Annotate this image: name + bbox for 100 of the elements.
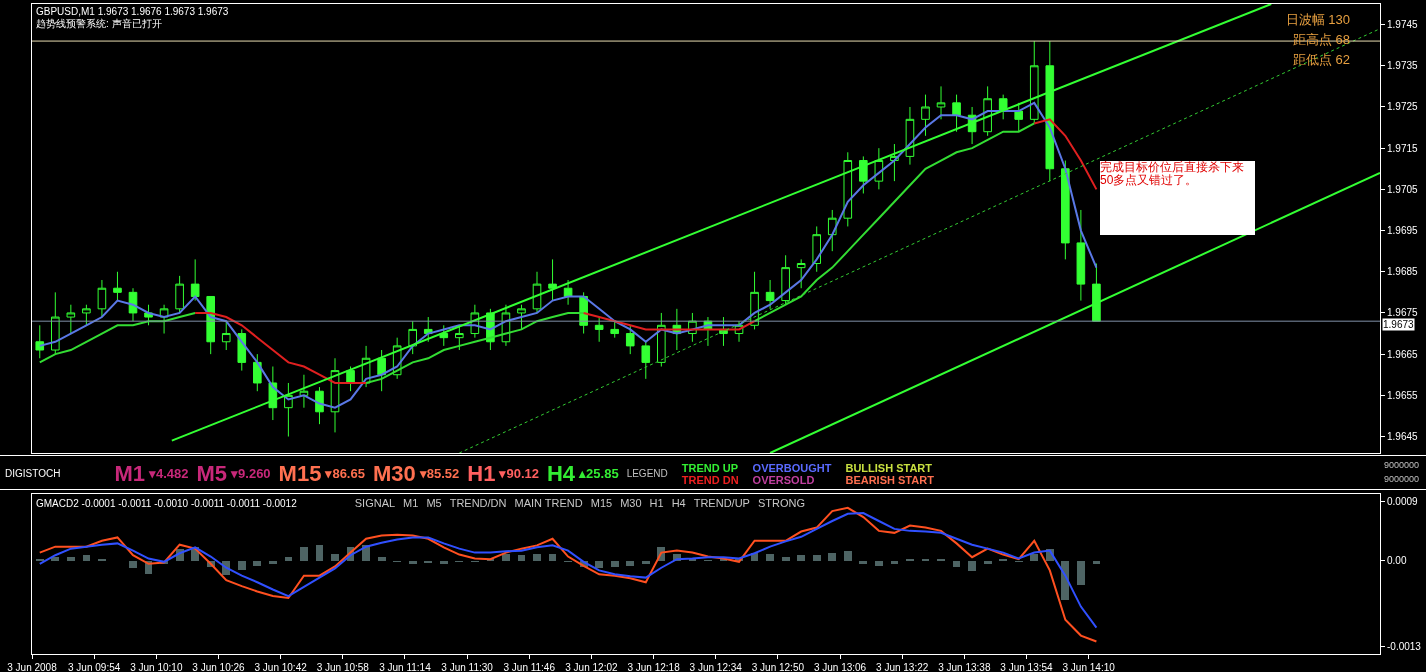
bar <box>968 560 976 572</box>
candlestick <box>128 287 138 322</box>
bar <box>502 553 510 561</box>
text: M1 <box>114 460 145 487</box>
x-tick-label: 3 Jun 10:26 <box>192 662 246 672</box>
candlestick <box>1014 102 1024 133</box>
candlestick <box>641 341 651 380</box>
text: ▾85.52 <box>419 466 460 481</box>
bar <box>610 560 619 568</box>
text: M5 <box>196 460 228 487</box>
bar <box>797 555 806 561</box>
text: ▾4.482 <box>148 466 189 481</box>
candlestick <box>1076 209 1086 302</box>
y-tick-label: 0.00 <box>1387 555 1407 566</box>
bar <box>812 554 821 561</box>
candlestick <box>625 324 635 355</box>
candlestick <box>299 374 309 409</box>
bar <box>859 560 868 564</box>
x-tick-label: 3 Jun 12:02 <box>565 662 618 672</box>
bar <box>268 560 277 564</box>
text: 9000000 <box>1384 459 1420 472</box>
x-tick-label: 3 Jun 14:10 <box>1062 662 1116 672</box>
y-tick-label: 1.9745 <box>1387 19 1419 31</box>
chart-title: GBPUSD,M1 1.9673 1.9676 1.9673 1.9673 <box>36 6 229 18</box>
candlestick <box>190 258 200 302</box>
text: TREND DN <box>681 473 739 486</box>
annotation: 日波幅 130 <box>1285 11 1350 29</box>
candlestick <box>97 279 107 318</box>
annotation: 距高点 68 <box>1291 31 1350 49</box>
candlestick <box>610 320 620 339</box>
candlestick <box>1061 160 1070 260</box>
candlestick <box>1029 40 1039 124</box>
candlestick <box>796 258 806 289</box>
text: TREND UP <box>681 461 739 474</box>
candlestick <box>1092 263 1101 322</box>
candlestick <box>594 316 604 343</box>
x-tick-label: 3 Jun 11:46 <box>503 662 556 672</box>
text: M15 <box>278 460 322 487</box>
bar <box>641 560 650 564</box>
candlestick <box>315 386 324 425</box>
candlestick <box>827 209 837 252</box>
bar <box>51 557 60 561</box>
x-tick-label: 3 Jun 11:14 <box>379 662 432 672</box>
x-tick-label: 3 Jun 13:54 <box>1000 662 1054 672</box>
y-tick-label: 1.9655 <box>1387 389 1419 401</box>
bar <box>626 560 635 566</box>
bar <box>548 553 557 561</box>
bar <box>237 560 246 571</box>
candlestick <box>765 279 775 310</box>
y-tick-label: -0.0013 <box>1387 640 1422 652</box>
candlestick <box>66 304 76 335</box>
annotation: TREND/DN <box>449 497 507 509</box>
bar <box>300 547 308 561</box>
candlestick <box>1045 40 1055 182</box>
y-tick-label: 0.0009 <box>1387 495 1419 507</box>
x-tick-label: 3 Jun 10:42 <box>254 662 308 672</box>
text: H4 <box>546 460 576 487</box>
text: ▾90.12 <box>499 466 539 481</box>
bar <box>129 560 137 569</box>
x-tick-label: 3 Jun 09:54 <box>68 662 121 672</box>
bar <box>66 556 75 561</box>
x-tick-label: 3 Jun 10:58 <box>316 662 370 672</box>
annotation: H1 <box>649 497 664 509</box>
annotation: M15 <box>590 497 613 509</box>
candlestick <box>455 324 464 351</box>
annotation: M5 <box>426 497 442 509</box>
bar <box>533 553 541 561</box>
candlestick <box>548 258 557 302</box>
text: 9000000 <box>1384 473 1420 486</box>
y-tick-label: 1.9645 <box>1387 431 1419 443</box>
bar <box>1061 560 1070 601</box>
y-tick-label: 1.9735 <box>1387 60 1419 72</box>
bar <box>983 560 992 564</box>
annotation: M30 <box>620 497 642 509</box>
bar <box>1030 553 1039 561</box>
bar <box>331 553 339 561</box>
y-tick-label: 1.9675 <box>1387 307 1419 319</box>
candlestick <box>859 155 868 194</box>
candlestick <box>377 349 386 392</box>
line-series <box>38 101 1098 409</box>
candlestick <box>175 275 184 314</box>
text: M30 <box>372 460 416 487</box>
candlestick <box>268 366 278 421</box>
bar <box>439 560 448 564</box>
x-tick-label: 3 Jun 12:34 <box>689 662 743 672</box>
y-tick-label: 1.9725 <box>1387 101 1419 113</box>
annotation: M1 <box>403 497 419 509</box>
annotation: SIGNAL <box>354 497 396 509</box>
text: ▾9.260 <box>231 466 271 481</box>
text: DIGISTOCH <box>5 468 61 479</box>
x-tick-label: 3 Jun 10:10 <box>130 662 183 672</box>
candlestick <box>221 320 231 351</box>
candlestick <box>936 85 946 120</box>
x-tick-label: 3 Jun 12:18 <box>627 662 681 672</box>
annotation: STRONG <box>757 497 805 509</box>
y-tick-label: 1.9685 <box>1387 266 1419 278</box>
y-tick-label: 1.9665 <box>1387 348 1419 360</box>
annotation: H4 <box>671 497 686 509</box>
bar <box>781 557 790 561</box>
annotation: MAIN TREND <box>514 497 583 509</box>
